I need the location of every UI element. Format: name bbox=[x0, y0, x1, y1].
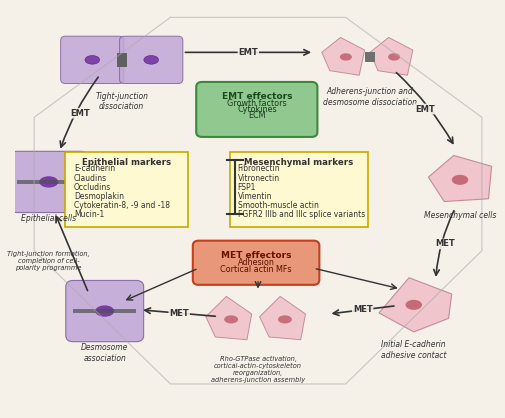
Text: MET: MET bbox=[435, 240, 456, 248]
Text: Adhesion: Adhesion bbox=[238, 258, 275, 267]
FancyBboxPatch shape bbox=[17, 180, 80, 184]
FancyBboxPatch shape bbox=[61, 36, 124, 84]
Text: Mucin-1: Mucin-1 bbox=[74, 210, 105, 219]
Ellipse shape bbox=[85, 56, 99, 64]
FancyBboxPatch shape bbox=[117, 53, 127, 67]
Text: MET: MET bbox=[169, 308, 189, 318]
Text: Rho-GTPase activation,
cortical-actin-cytoskeleton
reorganization,
adherens-junc: Rho-GTPase activation, cortical-actin-cy… bbox=[211, 356, 305, 383]
Text: Desmosome
association: Desmosome association bbox=[81, 343, 128, 362]
Polygon shape bbox=[206, 296, 251, 340]
Ellipse shape bbox=[278, 315, 292, 324]
Text: EMT: EMT bbox=[238, 48, 258, 57]
FancyBboxPatch shape bbox=[365, 52, 375, 61]
Text: Desmoplakin: Desmoplakin bbox=[74, 192, 124, 201]
Ellipse shape bbox=[388, 53, 400, 61]
Text: Vitronectin: Vitronectin bbox=[237, 173, 280, 183]
Ellipse shape bbox=[95, 306, 114, 317]
FancyBboxPatch shape bbox=[230, 151, 368, 227]
Text: Mesenchymal markers: Mesenchymal markers bbox=[244, 158, 354, 167]
Text: MET: MET bbox=[353, 305, 373, 314]
Text: Mesenchymal cells: Mesenchymal cells bbox=[424, 211, 496, 220]
Text: Cytokines: Cytokines bbox=[237, 105, 277, 114]
FancyBboxPatch shape bbox=[193, 241, 319, 285]
Ellipse shape bbox=[340, 53, 352, 61]
Text: EMT effectors: EMT effectors bbox=[222, 92, 292, 100]
Text: ECM: ECM bbox=[248, 111, 266, 120]
Ellipse shape bbox=[39, 176, 58, 188]
Text: Cortical actin MFs: Cortical actin MFs bbox=[220, 265, 292, 274]
FancyBboxPatch shape bbox=[10, 151, 88, 212]
Text: Tight-junction
dissociation: Tight-junction dissociation bbox=[95, 92, 148, 111]
Text: FGFR2 IIIb and IIIc splice variants: FGFR2 IIIb and IIIc splice variants bbox=[237, 210, 365, 219]
Text: EMT: EMT bbox=[415, 104, 435, 114]
Text: Adherens-junction and
desmosome dissociation: Adherens-junction and desmosome dissocia… bbox=[323, 87, 417, 107]
Text: Epithelial cells: Epithelial cells bbox=[21, 214, 76, 223]
Ellipse shape bbox=[224, 315, 238, 324]
Text: Occludins: Occludins bbox=[74, 183, 111, 192]
Ellipse shape bbox=[452, 175, 468, 185]
Text: Claudins: Claudins bbox=[74, 173, 107, 183]
Text: EMT: EMT bbox=[70, 109, 89, 118]
Text: Tight-junction formation,
completion of cell-
polarity programme: Tight-junction formation, completion of … bbox=[8, 251, 90, 271]
Polygon shape bbox=[379, 278, 452, 332]
FancyBboxPatch shape bbox=[196, 82, 318, 137]
Text: Cytokeratin-8, -9 and -18: Cytokeratin-8, -9 and -18 bbox=[74, 201, 170, 210]
Text: Epithelial markers: Epithelial markers bbox=[82, 158, 171, 167]
Text: Growth factors: Growth factors bbox=[227, 99, 287, 107]
FancyBboxPatch shape bbox=[73, 309, 136, 313]
FancyBboxPatch shape bbox=[65, 151, 188, 227]
Text: MET effectors: MET effectors bbox=[221, 251, 291, 260]
Text: Smooth-muscle actin: Smooth-muscle actin bbox=[237, 201, 319, 210]
Text: Initial E-cadherin
adhesive contact: Initial E-cadherin adhesive contact bbox=[381, 340, 446, 359]
Polygon shape bbox=[260, 296, 306, 340]
FancyBboxPatch shape bbox=[66, 280, 143, 342]
Ellipse shape bbox=[406, 300, 422, 310]
Polygon shape bbox=[370, 38, 413, 75]
FancyBboxPatch shape bbox=[120, 36, 183, 84]
Polygon shape bbox=[428, 155, 492, 201]
Polygon shape bbox=[322, 38, 365, 75]
Ellipse shape bbox=[144, 56, 159, 64]
Text: Vimentin: Vimentin bbox=[237, 192, 272, 201]
Text: FSP1: FSP1 bbox=[237, 183, 256, 192]
Text: Fibronectin: Fibronectin bbox=[237, 164, 280, 173]
Text: E-cadherin: E-cadherin bbox=[74, 164, 115, 173]
